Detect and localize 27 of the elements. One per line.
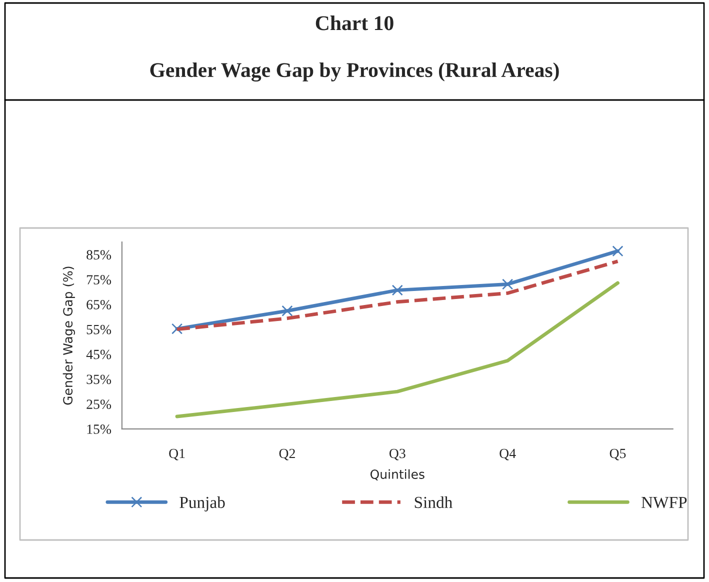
y-tick-label: 75% [86, 275, 112, 284]
chart-subtitle: Gender Wage Gap by Provinces (Rural Areas) [150, 62, 559, 82]
x-tick-label: Q1 [169, 448, 185, 460]
line-series [175, 260, 620, 332]
y-tick-label: 85% [86, 250, 112, 260]
y-tick-label: 65% [86, 300, 112, 310]
y-axis-title: Gender Wage Gap (%) [62, 266, 75, 405]
x-tick-label: Q3 [389, 448, 406, 460]
legend-label: Punjab [180, 496, 225, 512]
point [392, 284, 403, 296]
point [502, 278, 514, 290]
y-tick-label: 45% [86, 350, 112, 360]
y-tick-label: 15% [87, 424, 112, 434]
chart-title: Chart 10 [316, 16, 394, 30]
point [171, 323, 183, 334]
y-tick-label: 35% [86, 374, 112, 384]
legend-label: NWFP [641, 496, 687, 508]
point [282, 305, 293, 316]
point [612, 246, 624, 257]
legend-label: Sindh [414, 496, 452, 508]
line-series [175, 281, 620, 418]
x-tick-label: Q2 [279, 448, 295, 460]
y-tick-label: 55% [86, 324, 112, 334]
x-tick-label: Q5 [610, 448, 626, 460]
x-tick-label: Q4 [500, 448, 516, 460]
y-tick-label: 25% [86, 400, 112, 410]
x-axis-title: Quintiles [370, 469, 424, 480]
